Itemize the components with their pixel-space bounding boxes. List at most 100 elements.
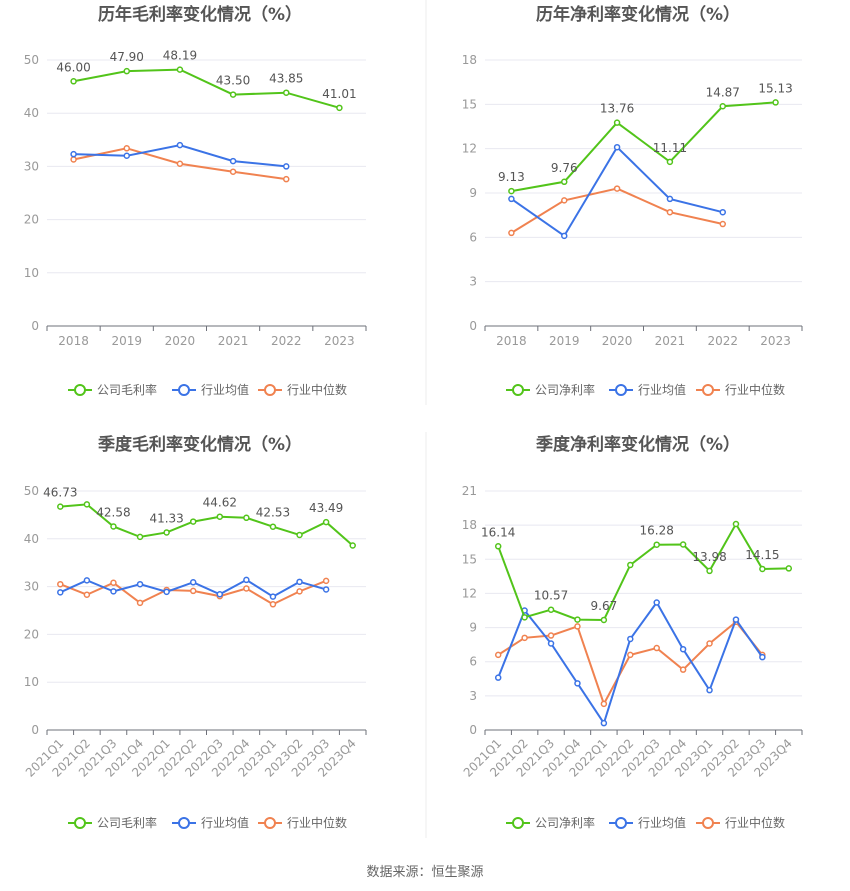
- data-point-median[interactable]: [574, 623, 581, 630]
- legend-item-company[interactable]: 公司毛利率: [68, 815, 157, 830]
- data-point-mean[interactable]: [719, 208, 726, 216]
- data-point-mean[interactable]: [653, 599, 660, 606]
- data-point-mean[interactable]: [189, 579, 197, 586]
- data-point-mean[interactable]: [229, 157, 237, 165]
- data-point-mean[interactable]: [57, 589, 64, 596]
- data-point-company[interactable]: [136, 533, 144, 541]
- data-point-mean[interactable]: [123, 152, 130, 160]
- data-point-mean[interactable]: [574, 680, 581, 687]
- data-point-median[interactable]: [600, 700, 608, 708]
- data-point-mean[interactable]: [269, 593, 277, 600]
- data-point-median[interactable]: [494, 651, 502, 659]
- legend-item-median[interactable]: 行业中位数: [696, 815, 785, 830]
- data-point-mean[interactable]: [600, 719, 608, 727]
- data-point-median[interactable]: [229, 168, 237, 175]
- data-point-median[interactable]: [547, 632, 555, 639]
- data-point-mean[interactable]: [216, 590, 224, 598]
- data-point-median[interactable]: [627, 651, 634, 659]
- data-point-median[interactable]: [322, 577, 330, 585]
- data-point-mean[interactable]: [561, 232, 568, 240]
- data-point-company[interactable]: [216, 513, 224, 520]
- data-point-median[interactable]: [613, 185, 621, 192]
- data-point-mean[interactable]: [110, 588, 117, 595]
- data-point-median[interactable]: [70, 156, 77, 163]
- data-point-mean[interactable]: [613, 143, 621, 151]
- data-point-median[interactable]: [136, 599, 144, 607]
- data-point-mean[interactable]: [732, 616, 740, 623]
- data-point-company[interactable]: [785, 565, 793, 572]
- data-point-company[interactable]: [176, 66, 184, 73]
- data-point-median[interactable]: [679, 666, 687, 673]
- data-point-company[interactable]: [269, 523, 277, 530]
- data-point-company[interactable]: [110, 523, 117, 530]
- data-point-median[interactable]: [57, 580, 64, 588]
- data-point-mean[interactable]: [547, 640, 555, 647]
- data-point-mean[interactable]: [759, 653, 766, 661]
- data-point-mean[interactable]: [70, 150, 77, 158]
- data-point-company[interactable]: [574, 616, 581, 623]
- data-point-company[interactable]: [83, 501, 91, 508]
- data-point-company[interactable]: [547, 606, 555, 613]
- data-point-company[interactable]: [296, 531, 303, 539]
- data-point-median[interactable]: [508, 229, 515, 237]
- data-point-company[interactable]: [243, 514, 250, 522]
- data-point-median[interactable]: [666, 208, 674, 216]
- data-point-company[interactable]: [679, 541, 687, 548]
- data-point-company[interactable]: [322, 518, 330, 526]
- data-point-median[interactable]: [123, 145, 130, 152]
- data-point-mean[interactable]: [296, 578, 303, 586]
- data-point-company[interactable]: [732, 520, 740, 528]
- data-point-mean[interactable]: [83, 577, 91, 584]
- legend-item-company[interactable]: 公司净利率: [506, 815, 595, 830]
- data-point-company[interactable]: [163, 529, 170, 536]
- legend-item-mean[interactable]: 行业均值: [172, 382, 249, 397]
- data-point-company[interactable]: [349, 542, 356, 549]
- legend-item-median[interactable]: 行业中位数: [258, 815, 347, 830]
- data-point-company[interactable]: [70, 78, 77, 85]
- data-point-company[interactable]: [123, 67, 130, 75]
- data-point-company[interactable]: [508, 187, 515, 195]
- legend-item-company[interactable]: 公司毛利率: [68, 382, 157, 397]
- data-point-company[interactable]: [666, 158, 674, 166]
- data-point-median[interactable]: [521, 634, 528, 642]
- data-point-mean[interactable]: [706, 686, 713, 694]
- data-point-mean[interactable]: [163, 588, 170, 596]
- data-point-company[interactable]: [759, 565, 766, 573]
- data-point-mean[interactable]: [494, 674, 502, 681]
- data-point-median[interactable]: [653, 644, 660, 652]
- data-point-company[interactable]: [772, 99, 779, 106]
- data-point-company[interactable]: [561, 178, 568, 186]
- data-point-company[interactable]: [719, 103, 726, 110]
- data-point-median[interactable]: [189, 587, 197, 595]
- data-point-median[interactable]: [706, 640, 713, 647]
- data-point-mean[interactable]: [176, 141, 184, 149]
- data-point-median[interactable]: [719, 220, 726, 228]
- data-point-median[interactable]: [110, 579, 117, 587]
- data-point-company[interactable]: [613, 119, 621, 126]
- data-point-company[interactable]: [189, 518, 197, 525]
- data-point-median[interactable]: [269, 601, 277, 608]
- data-point-company[interactable]: [283, 89, 290, 96]
- data-point-mean[interactable]: [136, 580, 144, 588]
- legend-item-mean[interactable]: 行业均值: [609, 815, 686, 830]
- data-point-median[interactable]: [283, 175, 290, 183]
- data-point-mean[interactable]: [679, 645, 687, 653]
- data-point-mean[interactable]: [283, 163, 290, 170]
- data-point-company[interactable]: [229, 91, 237, 98]
- data-point-median[interactable]: [561, 197, 568, 204]
- data-point-mean[interactable]: [322, 586, 330, 593]
- legend-item-mean[interactable]: 行业均值: [609, 382, 686, 397]
- data-point-median[interactable]: [296, 588, 303, 595]
- legend-item-company[interactable]: 公司净利率: [506, 382, 595, 397]
- data-point-mean[interactable]: [508, 195, 515, 203]
- data-point-median[interactable]: [176, 160, 184, 167]
- data-point-company[interactable]: [627, 561, 634, 569]
- data-point-company[interactable]: [494, 543, 502, 550]
- data-point-company[interactable]: [653, 541, 660, 548]
- data-point-mean[interactable]: [627, 635, 634, 643]
- data-point-median[interactable]: [83, 591, 91, 598]
- data-point-company[interactable]: [521, 614, 528, 621]
- data-point-company[interactable]: [57, 503, 64, 510]
- legend-item-mean[interactable]: 行业均值: [172, 815, 249, 830]
- legend-item-median[interactable]: 行业中位数: [258, 382, 347, 397]
